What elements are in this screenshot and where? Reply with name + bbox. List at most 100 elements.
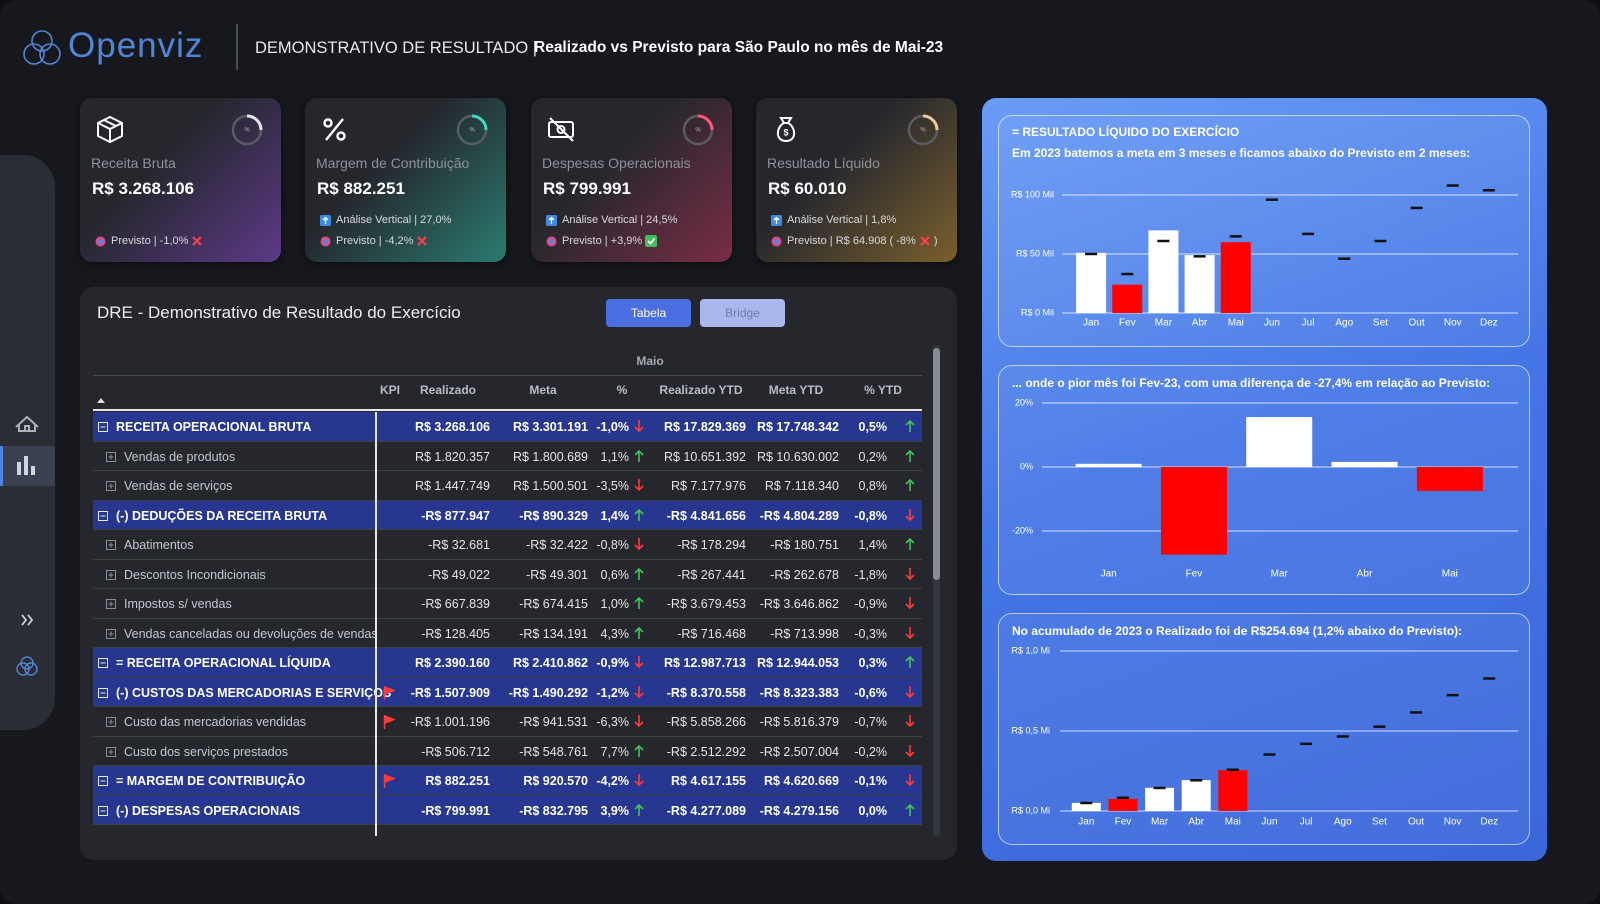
card-icon: [776, 117, 796, 143]
row-label: (-) DESPESAS OPERACIONAIS: [116, 803, 301, 818]
trend-arrow: [634, 715, 644, 728]
cell: -6,3%: [596, 715, 629, 729]
trend-arrow: [634, 449, 644, 462]
trend-arrow: [905, 508, 915, 521]
gauge-arc: [922, 114, 939, 131]
card-icon: [323, 118, 346, 141]
trend-arrow: [905, 478, 915, 491]
expand-toggle[interactable]: [98, 805, 108, 816]
trend-arrow: [905, 655, 915, 668]
trend-arrow: [634, 538, 644, 551]
card-icon: [556, 125, 566, 134]
expand-toggle[interactable]: [106, 746, 116, 757]
status-hit: [645, 235, 658, 247]
trend-arrow: [905, 803, 915, 816]
trend-arrow: [905, 567, 915, 580]
row-label: Vendas de produtos: [124, 449, 236, 464]
table-row: (-) CUSTOS DAS MERCADORIAS E SERVIÇOS -R$…: [93, 677, 922, 707]
expand-toggle[interactable]: [98, 776, 108, 786]
table-row: Custo dos serviços prestados -R$ 506.712 -…: [93, 737, 922, 766]
cell: -0,8%: [596, 538, 629, 552]
cell: R$ 12.987.713: [663, 656, 746, 670]
table-row: Vendas de serviços R$ 1.447.749 R$ 1.500.5…: [93, 471, 922, 501]
toggle-button[interactable]: Bridge: [700, 299, 785, 327]
cell: 0,8%: [858, 479, 888, 493]
status-hit: [647, 237, 656, 245]
expand-toggle[interactable]: [106, 717, 116, 727]
table-row: Custo das mercadorias vendidas -R$ 1.001.…: [93, 707, 922, 737]
trend-arrow: [905, 626, 915, 639]
kpi-vertical-row: Análise Vertical | 1,8%: [771, 214, 896, 226]
cell: 1,0%: [600, 597, 630, 611]
kpi-vertical: Análise Vertical | 27,0%: [336, 214, 452, 226]
cell: -R$ 832.795: [519, 803, 588, 818]
gauge-label: %: [695, 128, 701, 134]
cell: -R$ 4.804.289: [759, 508, 839, 523]
cell: 1,1%: [600, 449, 630, 464]
kpi-flag: [383, 774, 395, 788]
trend-arrow: [634, 685, 644, 698]
group-header: Maio: [636, 354, 664, 368]
cell: R$ 12.944.053: [756, 656, 839, 670]
trend-arrow: [634, 420, 644, 433]
scrollbar-track: [933, 345, 940, 836]
cell: -R$ 180.751: [770, 538, 839, 552]
sidebar: [0, 155, 55, 730]
cell: 0,0%: [858, 803, 888, 818]
trend-arrow: [905, 419, 915, 432]
column-header: Meta: [529, 383, 557, 397]
trend-arrow: [634, 774, 644, 787]
trend-arrow: [905, 567, 915, 580]
previsto-icon: [95, 236, 106, 246]
expand-toggle[interactable]: [106, 628, 116, 639]
expand-toggle[interactable]: [98, 422, 108, 432]
toggle-button[interactable]: Tabela: [606, 299, 691, 327]
card-icon: [323, 118, 333, 128]
kpi-previsto-row: Previsto | -1,0%: [95, 235, 206, 247]
row-label: (-) DEDUÇÕES DA RECEITA BRUTA: [116, 508, 328, 523]
cell: -R$ 4.277.089: [666, 803, 746, 818]
card-icon: $: [776, 117, 796, 143]
cell: R$ 4.617.155: [670, 774, 746, 788]
kpi-card: % Receita Bruta R$ 3.268.106 Previsto | -1,…: [80, 98, 281, 262]
expand-toggle[interactable]: [106, 540, 116, 550]
cell: -R$ 506.712: [421, 744, 490, 759]
trend-arrow: [905, 744, 915, 757]
cell: -4,2%: [596, 774, 629, 788]
kpi-previsto-suffix: ): [933, 235, 938, 247]
expand-toggle[interactable]: [106, 451, 116, 462]
expand-icon[interactable]: [21, 614, 34, 626]
expand-toggle[interactable]: [106, 599, 116, 609]
expand-toggle[interactable]: [106, 481, 116, 491]
cell: R$ 1.820.357: [414, 449, 490, 464]
cell: -3,5%: [596, 479, 629, 493]
cell: -R$ 262.678: [770, 567, 839, 582]
home-icon[interactable]: [15, 415, 39, 432]
kpi-previsto-row: Previsto | R$ 64.908 ( -8%): [771, 235, 937, 247]
scrollbar-thumb[interactable]: [933, 348, 940, 580]
vertical-icon: [546, 214, 557, 226]
cell: R$ 17.829.369: [663, 420, 746, 434]
table-body: RECEITA OPERACIONAL BRUTA R$ 3.268.106 R$ …: [93, 412, 922, 836]
expand-toggle[interactable]: [106, 569, 116, 580]
cell: R$ 7.118.340: [764, 479, 839, 493]
row-label: (-) CUSTOS DAS MERCADORIAS E SERVIÇOS: [116, 685, 392, 700]
expand-toggle: [98, 687, 108, 698]
cell: -R$ 1.490.292: [508, 685, 588, 700]
cell: -R$ 1.001.196: [410, 715, 490, 729]
cell: -R$ 548.761: [519, 744, 588, 759]
expand-toggle: [98, 776, 108, 786]
chart-icon: [31, 466, 35, 475]
cell: -R$ 890.329: [519, 508, 588, 523]
expand-toggle: [106, 746, 116, 757]
cell: R$ 7.177.976: [670, 479, 746, 493]
cell: -R$ 178.294: [677, 538, 746, 552]
expand-toggle[interactable]: [98, 658, 108, 668]
trend-arrow: [634, 744, 644, 757]
expand-toggle[interactable]: [98, 510, 108, 521]
trend-arrow: [905, 803, 915, 816]
table-row: RECEITA OPERACIONAL BRUTA R$ 3.268.106 R$ …: [93, 412, 922, 442]
expand-toggle[interactable]: [98, 687, 108, 698]
cell: 0,6%: [600, 567, 630, 582]
